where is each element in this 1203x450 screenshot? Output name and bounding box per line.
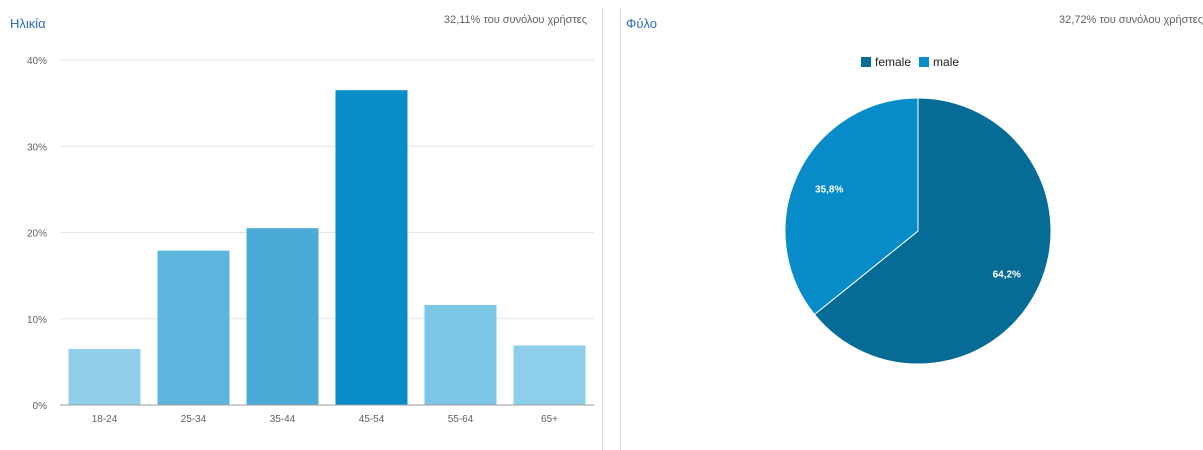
bar-45-54[interactable] bbox=[335, 90, 408, 405]
gender-panel-subtitle: 32,72% του συνόλου χρήστες bbox=[1059, 14, 1203, 26]
gender-legend: female male bbox=[861, 55, 967, 69]
age-panel: Ηλικία 32,11% του συνόλου χρήστες 0% 10% 2… bbox=[10, 14, 594, 425]
panel-divider bbox=[620, 8, 621, 450]
pie-slice-male[interactable] bbox=[784, 97, 919, 316]
legend-swatch-male bbox=[919, 57, 930, 67]
y-tick-label: 40% bbox=[27, 56, 47, 67]
gender-pie-chart: 64,2% 35,8% bbox=[784, 97, 1052, 365]
y-tick-label: 0% bbox=[33, 401, 48, 412]
x-tick-label: 55-64 bbox=[448, 414, 474, 425]
bar-55-64[interactable] bbox=[424, 304, 497, 405]
pie-value-label: 35,8% bbox=[815, 185, 843, 196]
x-tick-label: 65+ bbox=[541, 414, 558, 425]
pie-value-label: 64,2% bbox=[993, 269, 1021, 280]
y-tick-label: 20% bbox=[27, 229, 47, 240]
panel-divider bbox=[602, 8, 603, 450]
age-bar-chart: 0% 10% 20% 30% 40% 18-24 25-34 35-44 45-54 55-64 6… bbox=[27, 56, 594, 425]
age-panel-title: Ηλικία bbox=[10, 16, 46, 31]
legend-swatch-female bbox=[861, 57, 871, 67]
x-tick-label: 45-54 bbox=[359, 414, 385, 425]
bar-18-24[interactable] bbox=[68, 348, 141, 405]
x-tick-label: 35-44 bbox=[270, 414, 296, 425]
bar-35-44[interactable] bbox=[246, 228, 319, 405]
legend-item-female[interactable]: female bbox=[861, 55, 911, 69]
legend-label-male: male bbox=[933, 55, 960, 69]
pie-slice-female[interactable] bbox=[813, 97, 1052, 365]
bar-65+[interactable] bbox=[513, 345, 586, 405]
gender-panel: Φύλο 32,72% του συνόλου χρήστες female m… bbox=[620, 0, 1203, 450]
age-panel-subtitle: 32,11% του συνόλου χρήστες bbox=[443, 14, 587, 26]
y-tick-label: 10% bbox=[27, 315, 47, 326]
bar-25-34[interactable] bbox=[157, 250, 230, 405]
x-tick-label: 25-34 bbox=[181, 414, 207, 425]
y-tick-label: 30% bbox=[27, 142, 47, 153]
legend-label-female: female bbox=[875, 55, 912, 69]
legend-item-male[interactable]: male bbox=[919, 55, 959, 69]
x-tick-label: 18-24 bbox=[92, 414, 118, 425]
gender-panel-title: Φύλο bbox=[626, 16, 658, 31]
